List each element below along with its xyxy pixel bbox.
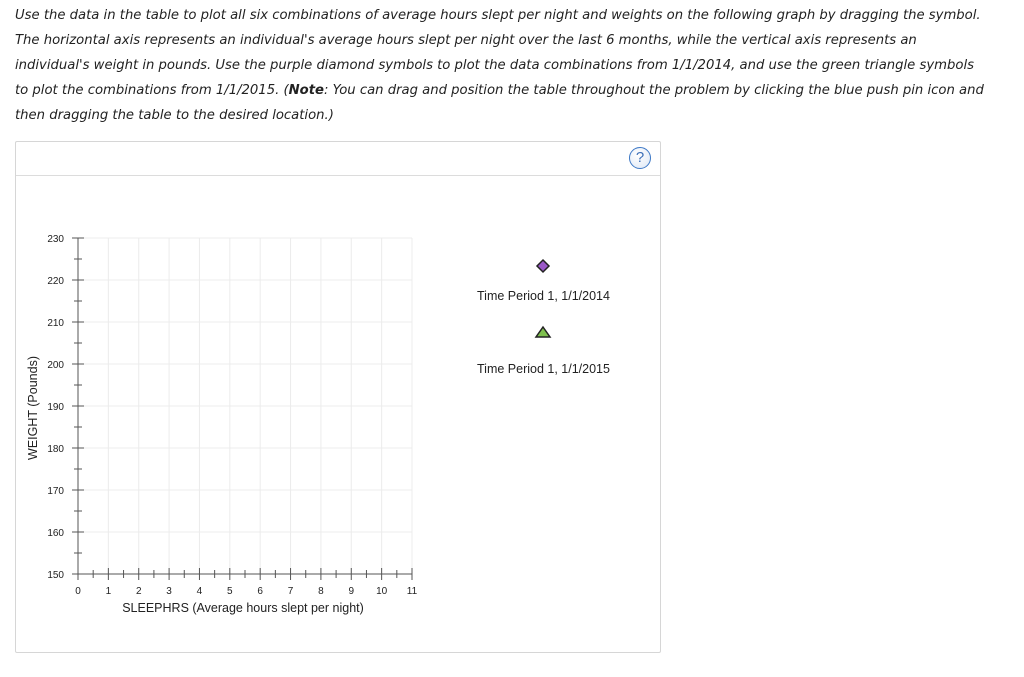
x-axis-label: SLEEPHRS (Average hours slept per night) [122, 601, 364, 615]
y-tick-labels: 150 160 170 180 190 200 210 220 230 [47, 234, 64, 581]
x-tick-label: 10 [376, 586, 388, 597]
x-tick-label: 8 [318, 586, 324, 597]
green-triangle-icon[interactable] [534, 325, 552, 338]
graph-panel: ? 0 1 2 3 4 5 6 7 8 9 10 11 150 160 170 180 190 200 210 22… [15, 141, 661, 653]
x-tick-label: 11 [407, 586, 418, 597]
x-tick-label: 3 [166, 586, 172, 597]
y-tick-label: 200 [47, 360, 64, 371]
chart-axes [72, 237, 413, 580]
x-tick-label: 7 [288, 586, 294, 597]
x-tick-label: 0 [75, 586, 81, 597]
y-tick-label: 230 [47, 234, 64, 245]
instructions-part2: : You can drag and position the table th… [15, 83, 984, 123]
chart-grid [78, 237, 413, 574]
y-tick-label: 150 [47, 570, 64, 581]
question-circle-icon[interactable]: ? [629, 147, 651, 169]
x-tick-labels: 0 1 2 3 4 5 6 7 8 9 10 11 [75, 586, 417, 597]
x-tick-label: 9 [348, 586, 354, 597]
x-tick-label: 6 [257, 586, 263, 597]
y-axis-label: WEIGHT (Pounds) [26, 356, 40, 460]
y-tick-label: 170 [47, 486, 64, 497]
x-tick-label: 4 [197, 586, 203, 597]
note-label: Note [288, 83, 324, 98]
graph-panel-header: ? [16, 142, 660, 176]
legend-label-2014: Time Period 1, 1/1/2014 [477, 289, 610, 303]
scatter-chart: 0 1 2 3 4 5 6 7 8 9 10 11 150 160 170 180 190 200 210 220 2… [26, 234, 552, 615]
y-tick-label: 190 [47, 402, 64, 413]
x-tick-label: 5 [227, 586, 233, 597]
y-tick-label: 180 [47, 444, 64, 455]
y-tick-label: 220 [47, 276, 64, 287]
instructions-text: Use the data in the table to plot all si… [15, 3, 990, 128]
x-tick-label: 1 [106, 586, 112, 597]
y-tick-label: 160 [47, 528, 64, 539]
purple-diamond-icon[interactable] [535, 258, 551, 274]
instructions-part1: Use the data in the table to plot all si… [15, 8, 981, 98]
y-tick-label: 210 [47, 318, 64, 329]
x-tick-label: 2 [136, 586, 142, 597]
legend-label-2015: Time Period 1, 1/1/2015 [477, 362, 610, 376]
